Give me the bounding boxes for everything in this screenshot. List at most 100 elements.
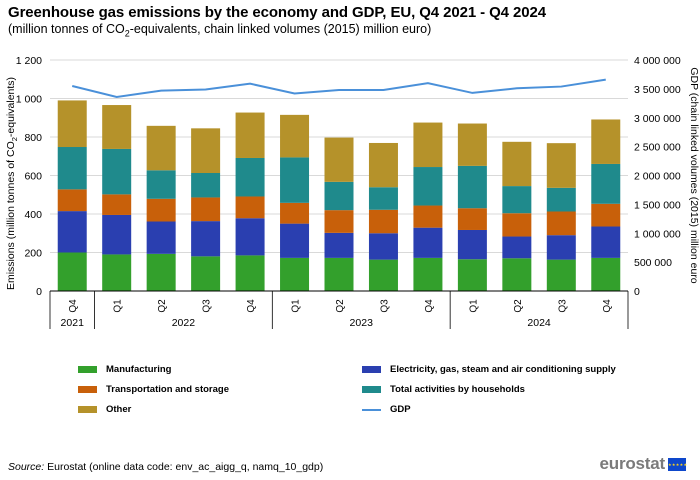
legend-swatch-other (78, 406, 97, 413)
bar-segment (502, 258, 532, 291)
bar-segment (280, 257, 310, 291)
bar-segment (324, 137, 354, 182)
bar-segment (413, 227, 443, 258)
bar-segment (546, 235, 576, 260)
y2-tick-label: 500 000 (634, 257, 672, 269)
bar-segment (191, 256, 221, 291)
bar-segment (57, 189, 87, 212)
x-tick-label: Q3 (379, 299, 390, 313)
bar-segment (191, 128, 221, 173)
legend-swatch-gdp (362, 408, 381, 411)
bar-segment (280, 114, 310, 158)
legend-swatch-households (362, 386, 381, 393)
y-axis-title: Emissions (million tonnes of CO2-equival… (5, 77, 19, 290)
bar-segment (502, 213, 532, 237)
x-tick-label: Q1 (468, 299, 479, 313)
bar-segment (591, 226, 621, 258)
legend-item-transportation[interactable]: Transportation and storage (78, 384, 229, 395)
legend-label-transportation: Transportation and storage (106, 384, 229, 395)
x-tick-label: Q3 (202, 299, 213, 313)
bar-segment (546, 187, 576, 212)
x-tick-label: Q1 (113, 299, 124, 313)
x-tick-label: Q4 (602, 299, 613, 313)
source-note: Source: Eurostat (online data code: env_… (8, 461, 323, 473)
bar-segment (368, 142, 398, 188)
y2-tick-label: 4 000 000 (634, 55, 681, 67)
bar-segment (324, 232, 354, 258)
bar-segment (368, 187, 398, 210)
legend-item-gdp[interactable]: GDP (362, 404, 411, 415)
source-text: Eurostat (online data code: env_ac_aigg_… (44, 461, 324, 473)
bar-segment (457, 208, 487, 230)
bar-segment (57, 100, 87, 148)
y-tick-label: 400 (24, 209, 42, 221)
legend-label-gdp: GDP (390, 404, 411, 415)
y2-tick-label: 2 000 000 (634, 171, 681, 183)
logo-text: eurostat (599, 454, 666, 473)
y2-tick-label: 3 500 000 (634, 84, 681, 96)
bar-segment (102, 214, 132, 255)
bar-segment (235, 112, 265, 158)
emissions-gdp-chart: 0 200 400 600 800 1 000 1 200 0 500 000 1 000 000… (5, 55, 700, 329)
bar-segment (235, 196, 265, 219)
bar-segment (324, 181, 354, 211)
chart-title: Greenhouse gas emissions by the economy … (8, 4, 546, 21)
y-tick-label: 600 (24, 171, 42, 183)
bar-segment (191, 197, 221, 222)
y2-tick-label: 1 500 000 (634, 199, 681, 211)
legend-item-households[interactable]: Total activities by households (362, 384, 525, 395)
bar-segment (146, 198, 176, 222)
y2-tick-label: 0 (634, 286, 640, 298)
y-tick-label: 1 000 (16, 94, 42, 106)
y2-axis-title: GDP (chain linked volumes (2015) million… (688, 67, 700, 283)
eurostat-logo[interactable]: eurostat ★★★★★ (599, 454, 688, 474)
x-tick-label: Q2 (335, 299, 346, 313)
legend-label-manufacturing: Manufacturing (106, 364, 172, 375)
legend-item-other[interactable]: Other (78, 404, 131, 415)
chart-subtitle: (million tonnes of CO2-equivalents, chai… (8, 22, 431, 39)
bar-segment (546, 259, 576, 291)
y2-tick-label: 3 000 000 (634, 113, 681, 125)
y-tick-label: 0 (36, 286, 42, 298)
bar-segment (57, 252, 87, 291)
subtitle-subscript: 2 (124, 28, 130, 39)
bar-segment (324, 257, 354, 291)
bar-segment (368, 209, 398, 234)
bar-segment (146, 170, 176, 199)
bar-segment (280, 202, 310, 224)
bar-segment (235, 255, 265, 291)
legend-item-electricity[interactable]: Electricity, gas, steam and air conditio… (362, 364, 616, 375)
x-tick-label: Q2 (157, 299, 168, 313)
x-tick-label: Q4 (68, 299, 79, 313)
bar-segment (102, 105, 132, 149)
bar-segment (146, 221, 176, 254)
bar-segment (235, 157, 265, 197)
bar-segment (413, 205, 443, 228)
y2-tick-label: 1 000 000 (634, 228, 681, 240)
x-tick-label: Q2 (513, 299, 524, 313)
bar-segment (457, 165, 487, 209)
legend-label-households: Total activities by households (390, 384, 525, 395)
bar-segment (457, 229, 487, 260)
x-tick-label: Q4 (246, 299, 257, 313)
year-label: 2021 (61, 317, 85, 329)
bar-segment (546, 211, 576, 236)
bar-segment (146, 253, 176, 291)
bar-segment (457, 123, 487, 166)
legend-swatch-electricity (362, 366, 381, 373)
year-label: 2023 (350, 317, 374, 329)
x-tick-label: Q4 (424, 299, 435, 313)
year-label: 2024 (527, 317, 551, 329)
bar-segment (102, 254, 132, 291)
legend-label-electricity: Electricity, gas, steam and air conditio… (390, 364, 616, 375)
bar-segment (413, 167, 443, 206)
y-tick-label: 1 200 (16, 55, 42, 67)
gdp-line (71, 78, 606, 98)
bar-segment (146, 125, 176, 171)
bar-segment (57, 147, 87, 190)
legend-label-other: Other (106, 404, 132, 415)
bar-segment (324, 210, 354, 233)
legend-item-manufacturing[interactable]: Manufacturing (78, 364, 171, 375)
source-label: Source: (8, 461, 45, 473)
bar-segment (191, 221, 221, 257)
